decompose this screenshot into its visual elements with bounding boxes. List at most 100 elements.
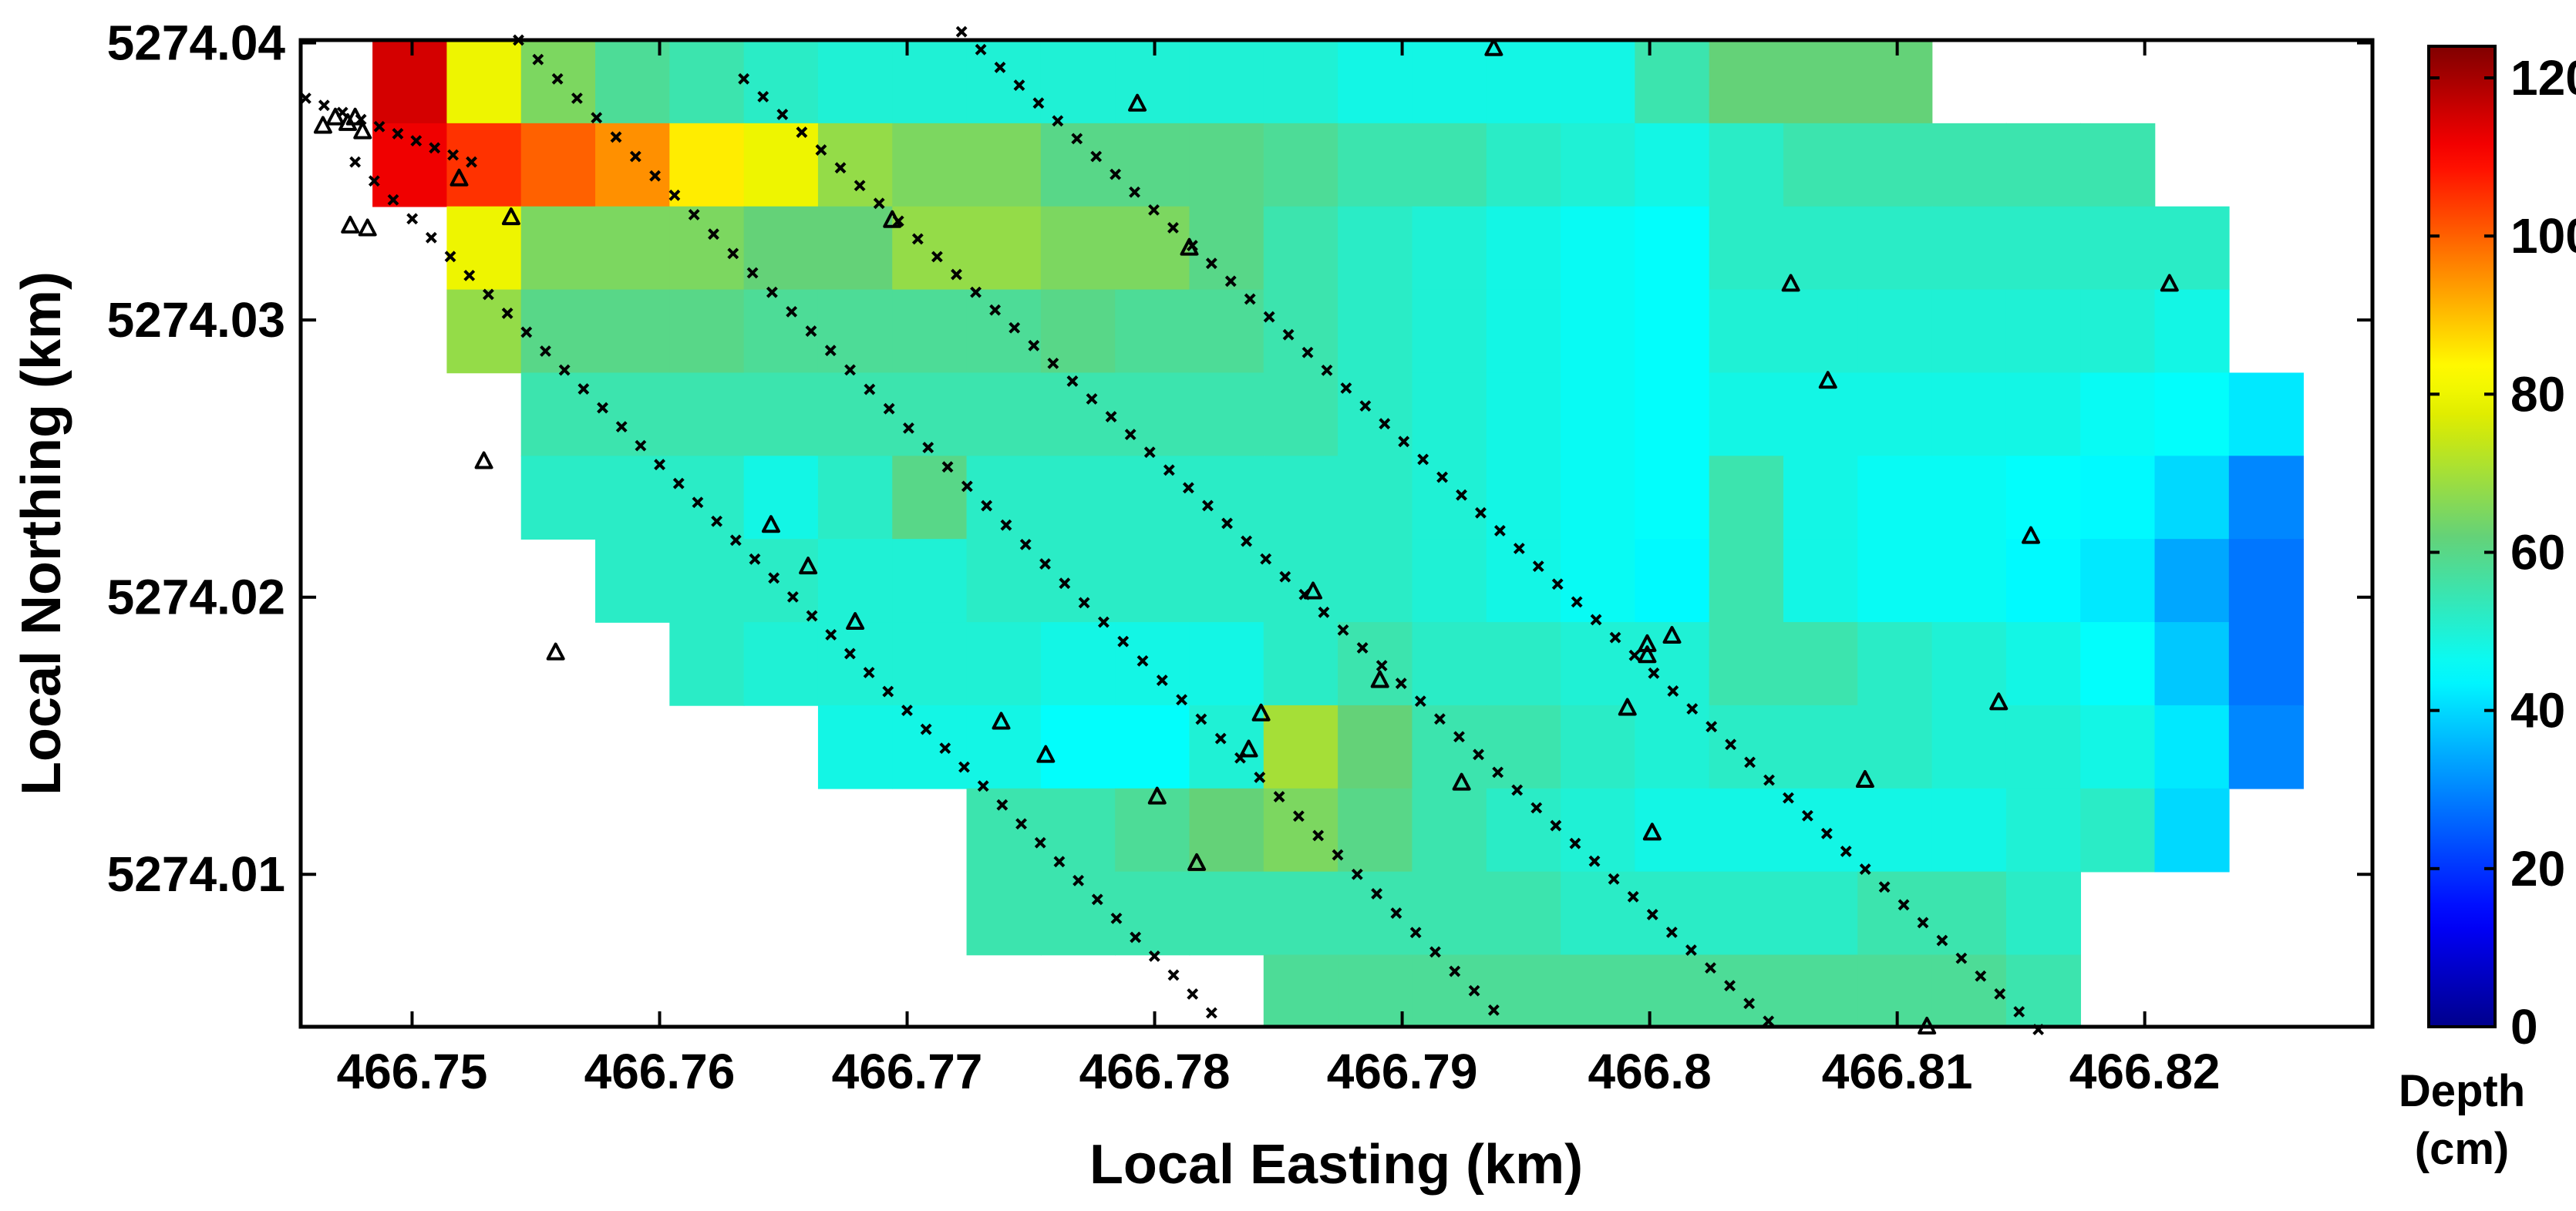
heatmap-cell (1115, 456, 1190, 540)
cross-marker (882, 685, 894, 698)
cross-marker (501, 308, 514, 319)
cross-marker (776, 109, 789, 120)
heatmap-cell (2005, 954, 2081, 1028)
heatmap-cell (966, 123, 1042, 207)
cross-marker (654, 459, 665, 471)
cross-marker (2013, 1006, 2025, 1018)
cross-marker (392, 128, 404, 140)
cross-marker (825, 629, 837, 641)
cross-marker (1059, 577, 1071, 590)
heatmap-cell (2005, 456, 2081, 540)
heatmap-cell (1486, 954, 1561, 1028)
cross-marker (1646, 909, 1658, 920)
cross-marker (520, 326, 533, 338)
cross-marker (844, 364, 856, 376)
cross-marker (1917, 917, 1929, 929)
cross-marker (1279, 570, 1291, 583)
heatmap-cell (669, 622, 745, 706)
survey-crosses (300, 25, 2045, 1036)
cross-marker (1097, 616, 1110, 628)
heatmap-cell (520, 289, 596, 374)
cross-marker (1019, 538, 1032, 550)
cross-marker (1167, 222, 1179, 234)
cross-marker (1090, 150, 1103, 163)
cross-marker (1763, 1015, 1775, 1028)
heatmap-cell (1783, 954, 1859, 1028)
heatmap-cell (1412, 456, 1487, 540)
heatmap-cell (1040, 622, 1116, 706)
x-tick-label: 466.81 (1822, 1044, 1973, 1099)
heatmap-cell (1115, 123, 1190, 207)
cross-marker (796, 126, 808, 138)
heatmap-cell (1115, 372, 1190, 457)
heatmap-cell (966, 622, 1042, 706)
heatmap-cell (1486, 456, 1561, 540)
heatmap-cell (817, 539, 894, 623)
cross-marker (729, 534, 742, 547)
cross-marker (692, 496, 704, 509)
cross-marker (1487, 1004, 1500, 1016)
cross-marker (1156, 674, 1168, 686)
cross-marker (1091, 893, 1103, 906)
heatmap-cell (966, 289, 1042, 374)
cross-marker (1340, 382, 1352, 394)
heatmap-cell (1709, 40, 1784, 124)
heatmap-cell (1189, 289, 1264, 374)
heatmap-cell (2228, 456, 2304, 540)
cross-marker (951, 268, 962, 281)
heatmap-cell (1635, 289, 1710, 374)
triangle-marker (2021, 526, 2040, 544)
colorbar-tick-label: 120 (2510, 50, 2576, 106)
cross-marker (672, 477, 685, 489)
heatmap-cell (669, 289, 745, 374)
heatmap-cell (1040, 788, 1116, 873)
cross-marker (994, 62, 1006, 73)
cross-marker (1224, 275, 1237, 288)
heatmap-cell (1115, 289, 1190, 374)
triangle-marker (313, 116, 332, 134)
cross-marker (863, 667, 875, 678)
heatmap-cell (1412, 871, 1487, 956)
heatmap-cell (2080, 622, 2156, 706)
heatmap-cell (595, 40, 671, 124)
cross-marker (1013, 79, 1025, 91)
heatmap-cell (2005, 289, 2081, 374)
heatmap-cell (1412, 788, 1487, 873)
cross-marker (1590, 614, 1602, 626)
heatmap-cell (1486, 372, 1561, 457)
cross-marker (883, 402, 895, 415)
cross-marker (1667, 685, 1679, 697)
cross-marker (1725, 738, 1737, 751)
heatmap-cell (1338, 788, 1413, 873)
cross-marker (1936, 934, 1948, 947)
heatmap-cell (1709, 206, 1784, 291)
cross-marker (1292, 810, 1305, 822)
heatmap-cell (2228, 622, 2304, 706)
heatmap-cell (817, 289, 894, 374)
y-tick-label: 5274.03 (107, 292, 285, 348)
cross-marker (1117, 635, 1130, 648)
cross-marker (1221, 517, 1233, 530)
triangle-marker (1638, 645, 1657, 664)
heatmap-cell (1338, 954, 1413, 1028)
cross-marker (387, 193, 399, 206)
heatmap-cell (892, 40, 968, 124)
heatmap-cell (743, 206, 819, 291)
heatmap-cell (2080, 289, 2156, 374)
triangle-marker (1251, 703, 1271, 722)
cross-marker (1071, 133, 1083, 145)
cross-marker (1182, 482, 1194, 494)
heatmap-cell (1263, 871, 1339, 956)
heatmap-cell (372, 123, 448, 207)
cross-marker (635, 439, 647, 452)
cross-marker (1608, 873, 1620, 885)
cross-marker (1202, 500, 1214, 512)
cross-marker (1254, 771, 1266, 783)
cross-marker (941, 461, 954, 473)
cross-marker (738, 72, 750, 85)
triangle-marker (358, 218, 377, 237)
heatmap-cell (1857, 954, 1933, 1028)
triangle-marker (1484, 38, 1504, 56)
heatmap-cell (2154, 372, 2230, 457)
colorbar-tick-label: 80 (2510, 366, 2565, 422)
